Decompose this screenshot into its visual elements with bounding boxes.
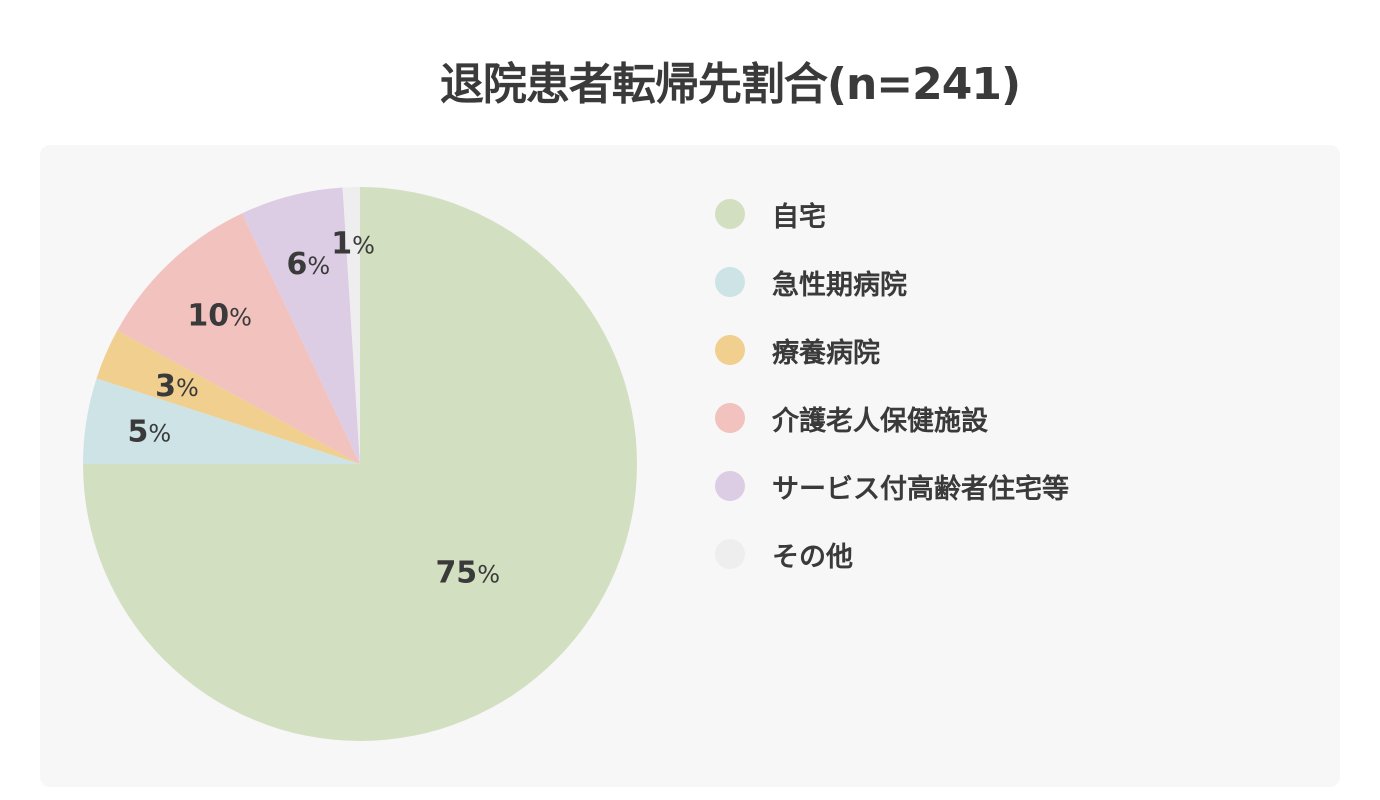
- legend-swatch: [715, 199, 745, 229]
- legend-label: 介護老人保健施設: [772, 405, 988, 437]
- legend-swatch: [715, 267, 745, 297]
- legend-label: その他: [772, 541, 853, 573]
- slice-value-label-6: 1%: [331, 227, 375, 262]
- legend-item-2: 急性期病院: [715, 265, 1069, 301]
- chart-panel: 75% 5% 3% 10% 6% 1% 自宅急性期病院療養病院介護老人保健施設サービス付高…: [40, 145, 1340, 787]
- pie-chart: 75% 5% 3% 10% 6%1%: [83, 187, 637, 741]
- slice-value-label-2: 5%: [127, 415, 171, 450]
- legend-label: 急性期病院: [772, 269, 907, 301]
- legend-item-3: 療養病院: [715, 333, 1069, 369]
- slice-value-label-4: 10%: [187, 299, 252, 334]
- slice-value-label-5: 6%: [286, 247, 330, 282]
- slice-value-label-3: 3%: [155, 369, 199, 404]
- legend-item-6: その他: [715, 537, 1069, 573]
- pie-slice-2: [83, 378, 360, 464]
- legend-label: 自宅: [772, 201, 826, 233]
- legend-swatch: [715, 403, 745, 433]
- pie-slice-3: [96, 330, 360, 464]
- legend-swatch: [715, 335, 745, 365]
- chart-title: 退院患者転帰先割合(n=241): [439, 59, 1021, 110]
- legend-swatch: [715, 471, 745, 501]
- legend-item-4: 介護老人保健施設: [715, 401, 1069, 437]
- legend-item-1: 自宅: [715, 197, 1069, 233]
- slice-value-label-1: 75%: [435, 556, 500, 591]
- pie-slice-5: [242, 187, 360, 464]
- legend: 自宅急性期病院療養病院介護老人保健施設サービス付高齢者住宅等 その他: [715, 197, 1069, 605]
- pie-slice-4: [117, 213, 360, 464]
- legend-label: サービス付高齢者住宅等: [772, 473, 1069, 505]
- legend-item-5: サービス付高齢者住宅等: [715, 469, 1069, 505]
- legend-label: 療養病院: [772, 337, 880, 369]
- legend-swatch: [715, 539, 745, 569]
- pie-slice-6: [342, 187, 360, 464]
